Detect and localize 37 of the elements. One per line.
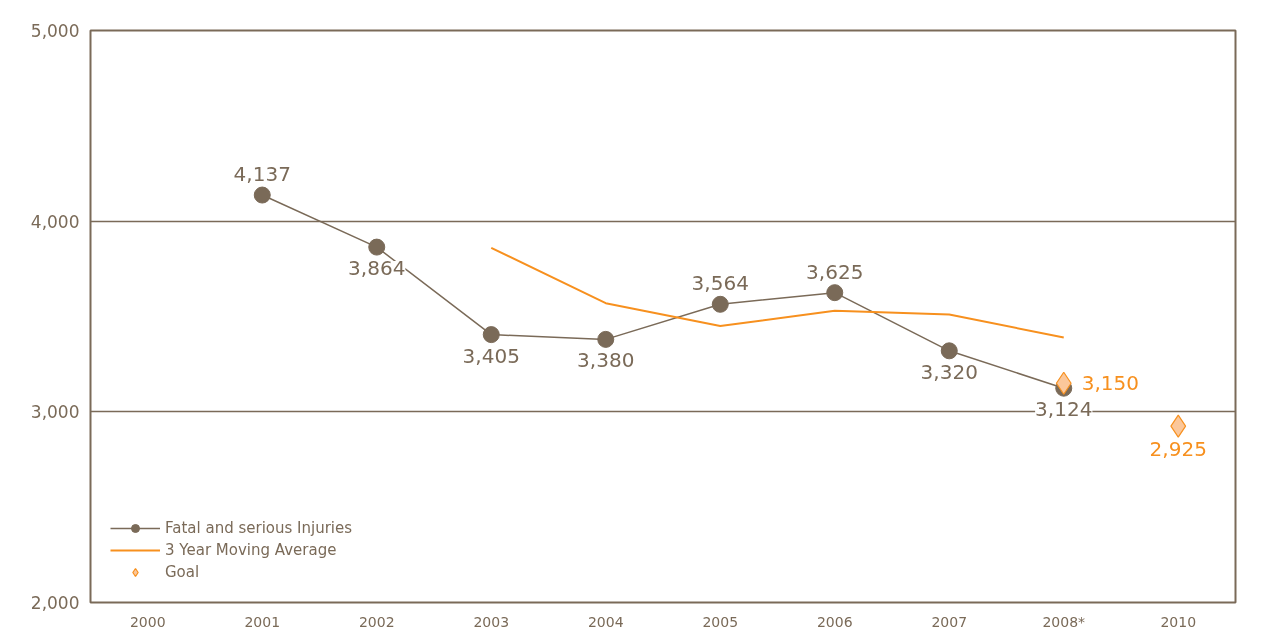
x-tick-label: 2005 bbox=[702, 613, 739, 630]
point bbox=[482, 326, 500, 344]
x-tick-label: 2006 bbox=[816, 613, 853, 630]
point bbox=[368, 238, 386, 256]
y-tick-label: 2,000 bbox=[30, 593, 80, 613]
data-label: 3,380 bbox=[577, 348, 635, 373]
x-tick-label: 2007 bbox=[931, 613, 968, 630]
x-tick-label: 2008* bbox=[1042, 613, 1086, 630]
x-tick-label: 2010 bbox=[1160, 613, 1197, 630]
legend-label: Goal bbox=[165, 563, 200, 581]
x-tick-label: 2001 bbox=[244, 613, 281, 630]
data-label: 3,124 bbox=[1035, 397, 1093, 422]
data-label: 3,625 bbox=[806, 259, 864, 284]
y-tick-label: 4,000 bbox=[30, 211, 80, 232]
point bbox=[711, 295, 729, 313]
x-tick-label: 2002 bbox=[358, 613, 395, 630]
y-tick-label: 5,000 bbox=[30, 21, 80, 41]
x-tick-label: 2003 bbox=[473, 613, 510, 630]
line-series bbox=[490, 246, 1065, 339]
data-label: 3,320 bbox=[920, 359, 978, 384]
data-label: 3,864 bbox=[348, 256, 406, 281]
data-label: 3,150 bbox=[1081, 371, 1140, 396]
data-label: 4,137 bbox=[233, 162, 291, 187]
data-label: 2,925 bbox=[1149, 437, 1207, 462]
y-tick-label: 3,000 bbox=[30, 402, 80, 423]
point bbox=[826, 284, 844, 302]
point bbox=[1055, 371, 1072, 395]
data-label: 3,405 bbox=[462, 343, 520, 368]
point bbox=[940, 342, 958, 360]
x-tick-label: 2004 bbox=[587, 613, 624, 630]
x-tick-label: 2000 bbox=[129, 613, 166, 630]
legend-label: Fatal and serious Injuries bbox=[165, 519, 353, 537]
point bbox=[1170, 414, 1187, 438]
data-label: 3,564 bbox=[691, 271, 749, 296]
point bbox=[597, 330, 615, 348]
point bbox=[253, 186, 271, 204]
legend-label: 3 Year Moving Average bbox=[165, 541, 337, 559]
